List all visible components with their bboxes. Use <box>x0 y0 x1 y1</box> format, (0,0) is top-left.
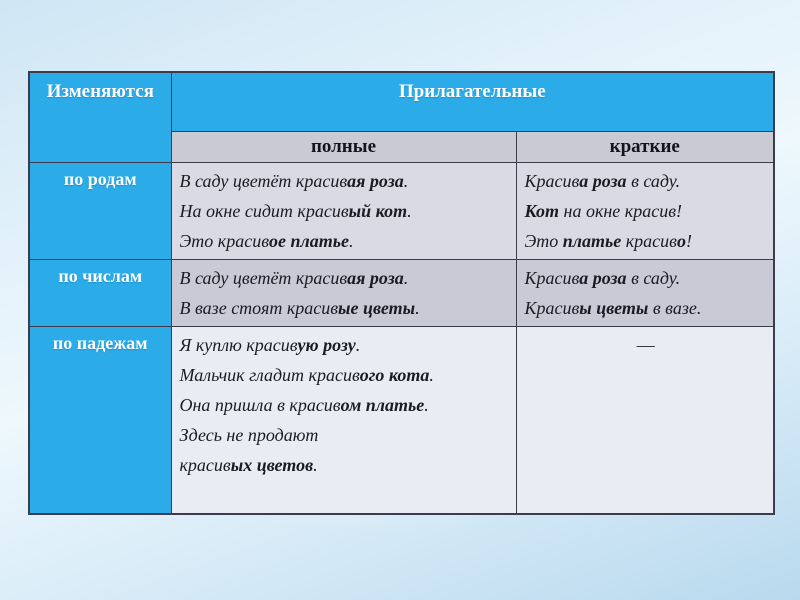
example-sentence: Здесь не продают <box>179 424 319 445</box>
example-sentence: Красивы цветы в вазе. <box>524 297 702 318</box>
example-sentence: Это платье красиво! <box>524 230 693 251</box>
table-row: по родам В саду цветёт красивая роза. На о… <box>28 161 775 260</box>
example-sentence: В саду цветёт красивая роза. <box>179 170 409 191</box>
table-header-row: Изменяются Прилагательные <box>28 71 775 163</box>
table-body: по родам В саду цветёт красивая роза. На о… <box>28 161 775 515</box>
example-sentence: — <box>636 334 655 355</box>
example-sentence: Кот на окне красив! <box>524 200 683 221</box>
example-sentence: Это красивое платье. <box>179 230 354 251</box>
cell-full-forms: В саду цветёт красивая роза. В вазе стоят… <box>170 258 517 327</box>
example-sentence: На окне сидит красивый кот. <box>179 200 412 221</box>
cell-short-forms: — <box>515 325 775 515</box>
example-sentence: В саду цветёт красивая роза. <box>179 267 409 288</box>
header-adjectives-label: Прилагательные <box>170 71 775 132</box>
row-label: по числам <box>28 258 172 327</box>
table-subheader-row: полные краткие <box>29 130 775 163</box>
cell-short-forms: Красива роза в саду. Красивы цветы в вазе… <box>515 258 775 327</box>
example-sentence: В вазе стоят красивые цветы. <box>179 297 420 318</box>
table-row: по падежам Я куплю красивую розу. Мальчик … <box>28 325 775 515</box>
adjectives-table: Изменяются Прилагательные полные краткие… <box>28 71 775 515</box>
column-header-short-forms: краткие <box>515 130 775 163</box>
example-sentence: Красива роза в саду. <box>524 267 681 288</box>
row-label: по родам <box>28 161 172 260</box>
example-sentence: Красива роза в саду. <box>524 170 681 191</box>
cell-full-forms: Я куплю красивую розу. Мальчик гладит кра… <box>170 325 517 515</box>
example-sentence: Она пришла в красивом платье. <box>179 394 429 415</box>
cell-full-forms: В саду цветёт красивая роза. На окне сиди… <box>170 161 517 260</box>
table-row: по числам В саду цветёт красивая роза. В в… <box>28 258 775 327</box>
cell-short-forms: Красива роза в саду. Кот на окне красив! Э… <box>515 161 775 260</box>
example-sentence: Я куплю красивую розу. <box>179 334 361 355</box>
row-label: по падежам <box>28 325 172 515</box>
example-sentence: красивых цветов. <box>179 454 318 475</box>
example-sentence: Мальчик гладит красивого кота. <box>179 364 434 385</box>
header-changes-label: Изменяются <box>28 71 172 163</box>
column-header-full-forms: полные <box>170 130 517 163</box>
